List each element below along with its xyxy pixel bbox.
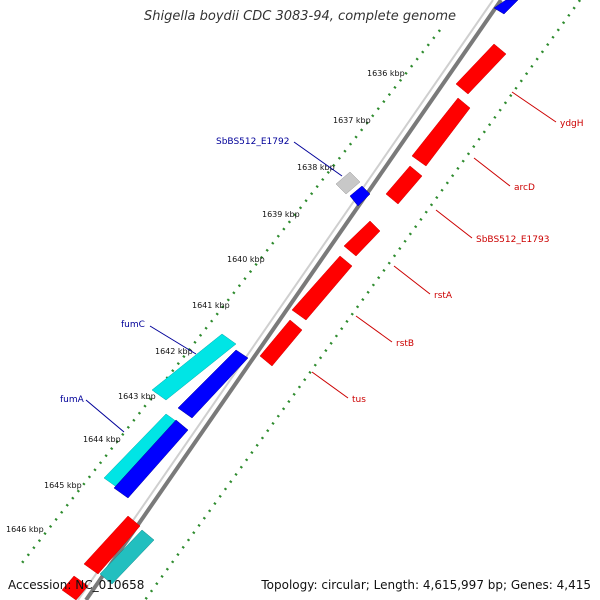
map-title: Shigella boydii CDC 3083-94, complete ge… (143, 9, 457, 24)
label-rstB: rstB (396, 339, 414, 349)
leader-fumC (149, 325, 197, 355)
label-SbBS512_E1793: SbBS512_E1793 (476, 235, 549, 245)
genome-backbone-shadow (77, 0, 494, 600)
leader-arcD (473, 157, 511, 187)
label-fumA: fumA (60, 395, 85, 405)
leader-tus (311, 371, 349, 399)
leader-SbBS512_E1792 (293, 141, 343, 177)
leader-fumA (85, 399, 125, 433)
gene-fumC-blue[interactable] (177, 349, 249, 419)
tick-label: 1638 kbp (297, 163, 335, 172)
gene-bottom-red-1[interactable] (83, 515, 141, 575)
tick-label: 1637 kbp (333, 116, 371, 125)
label-SbBS512_E1792: SbBS512_E1792 (216, 137, 289, 147)
label-arcD: arcD (514, 183, 535, 193)
leader-rstB (355, 315, 393, 343)
label-fumC: fumC (121, 320, 145, 330)
gene-gray[interactable] (335, 171, 361, 195)
tick-label: 1645 kbp (44, 481, 82, 490)
label-ydgH: ydgH (560, 119, 584, 129)
gene-rstB[interactable] (291, 255, 353, 321)
tick-label: 1641 kbp (192, 301, 230, 310)
tick-label: 1642 kbp (155, 347, 193, 356)
gene-SbBS512_E1793[interactable] (385, 165, 423, 205)
gene-fumA-blue[interactable] (113, 419, 189, 499)
gene-SbBS512_E1792[interactable] (349, 185, 371, 207)
leader-SbBS512_E1793 (435, 209, 473, 239)
gene-top-blue[interactable] (493, 0, 519, 15)
leader-ydgH (511, 91, 557, 123)
tick-label: 1639 kbp (262, 210, 300, 219)
gene-bottom-cyan[interactable] (99, 529, 155, 585)
gene-rstA[interactable] (343, 220, 381, 257)
leader-rstA (393, 265, 431, 295)
topology-summary-text: Topology: circular; Length: 4,615,997 bp… (261, 578, 591, 592)
tick-label: 1636 kbp (367, 69, 405, 78)
label-tus: tus (352, 395, 366, 405)
gene-arcD[interactable] (411, 97, 471, 167)
label-rstA: rstA (434, 291, 453, 301)
gene-tus[interactable] (259, 319, 303, 367)
gene-bottom-red-2[interactable] (61, 575, 89, 600)
tick-ring-outer (143, 0, 582, 600)
gene-ydgH[interactable] (455, 43, 507, 95)
tick-label: 1643 kbp (118, 392, 156, 401)
gene-fumC[interactable] (151, 333, 237, 401)
tick-label: 1640 kbp (227, 255, 265, 264)
accession-text: Accession: NC_010658 (8, 578, 145, 592)
tick-label: 1646 kbp (6, 525, 44, 534)
genome-backbone (84, 0, 503, 600)
tick-label: 1644 kbp (83, 435, 121, 444)
